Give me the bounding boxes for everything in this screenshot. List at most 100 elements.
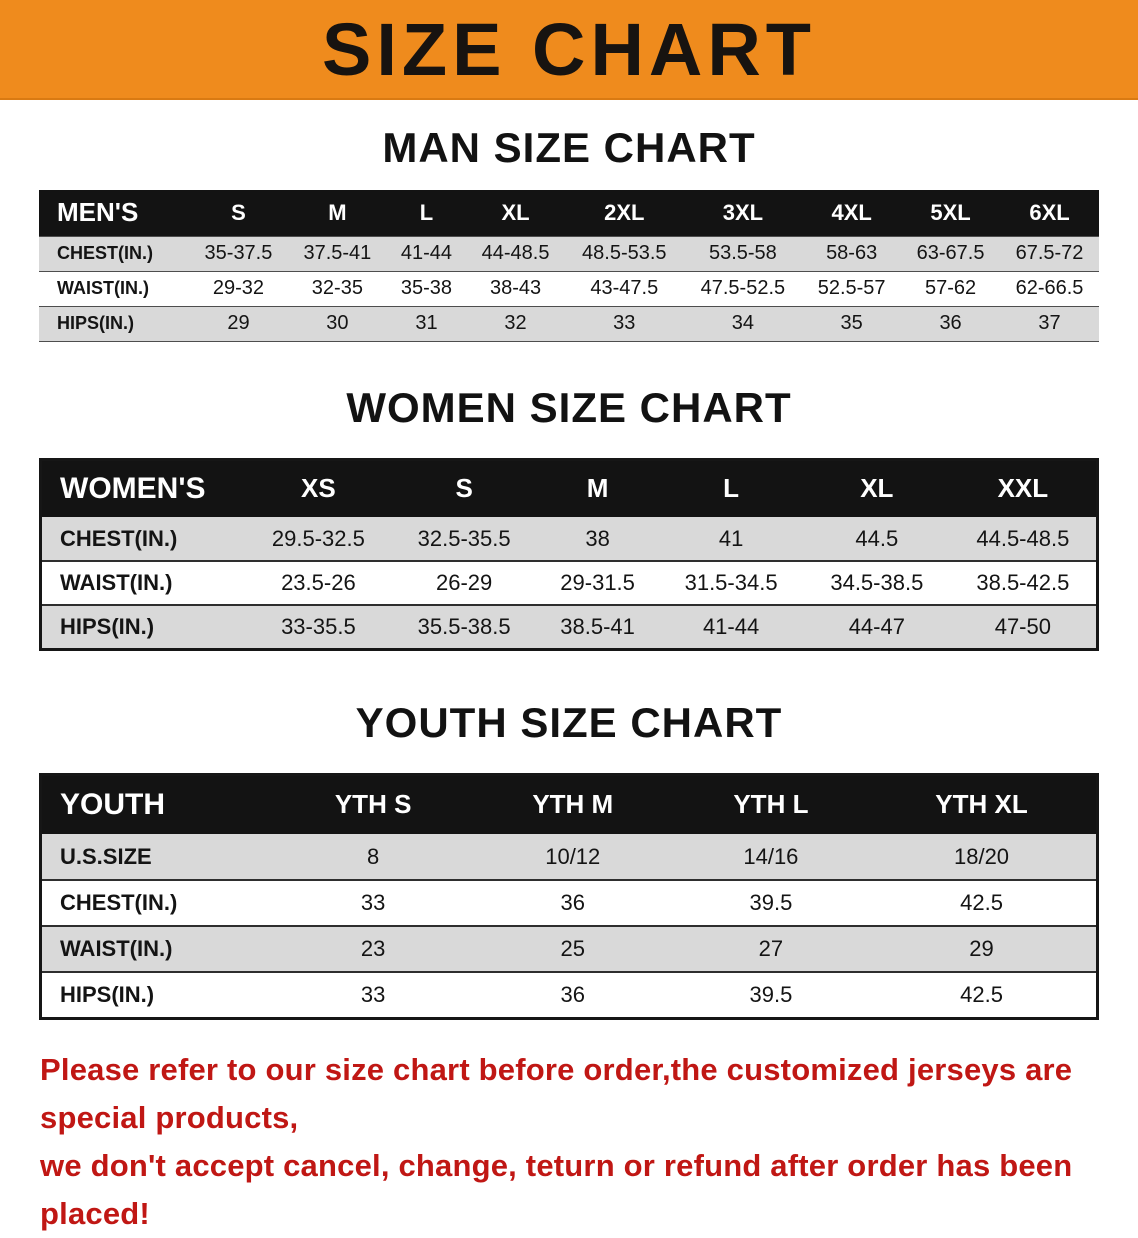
disclaimer-note: Please refer to our size chart before or…: [40, 1046, 1098, 1238]
row-label-cell: WAIST(IN.): [40, 561, 246, 606]
size-value-cell: 29.5-32.5: [245, 517, 392, 562]
women-size-table: WOMEN'S XS S M L XL XXL CHEST(IN.) 29.5-32.5 32.5…: [39, 457, 1099, 651]
size-value-cell: 41-44: [386, 235, 467, 272]
size-column-header: L: [419, 199, 434, 225]
disclaimer-line-2: we don't accept cancel, change, teturn o…: [40, 1147, 1073, 1231]
size-value-cell: 36: [470, 972, 675, 1019]
size-value-cell: 31.5-34.5: [658, 561, 804, 606]
size-value-cell: 36: [470, 880, 675, 927]
size-value-cell: 29-31.5: [537, 561, 659, 606]
youth-size-chart-heading: YOUTH SIZE CHART: [355, 698, 783, 746]
size-value-cell: 41: [658, 517, 804, 562]
size-value-cell: 33: [275, 880, 471, 927]
size-value-cell: 39.5: [674, 972, 868, 1019]
table-title-cell: MEN'S: [57, 197, 139, 228]
size-column-header: YTH XL: [935, 789, 1028, 820]
size-value-cell: 31: [386, 305, 467, 342]
size-value-cell: 32: [466, 305, 565, 342]
row-label-cell: HIPS(IN.): [40, 605, 246, 650]
size-column-header: 5XL: [930, 199, 971, 225]
size-value-cell: 38.5-41: [537, 605, 659, 650]
men-size-table: MEN'S S M L XL 2XL 3XL 4XL 5XL 6XL CHEST(IN.) 35-37…: [39, 190, 1099, 342]
size-value-cell: 32.5-35.5: [391, 517, 537, 562]
size-value-cell: 37.5-41: [287, 235, 387, 272]
size-value-cell: 44.5: [803, 517, 950, 562]
size-value-cell: 34: [683, 305, 803, 342]
table-header-row: WOMEN'S XS S M L XL XXL: [40, 459, 1098, 517]
measurement-row: HIPS(IN.) 33 36 39.5 42.5: [40, 972, 1098, 1019]
size-value-cell: 58-63: [802, 235, 902, 272]
table-title-cell: WOMEN'S: [60, 471, 206, 505]
youth-size-table: YOUTH YTH S YTH M YTH L YTH XL U.S.SIZE 8 10/12…: [39, 772, 1099, 1020]
measurement-row: WAIST(IN.) 29-32 32-35 35-38 38-43 43-47.5 47.…: [39, 270, 1099, 307]
size-value-cell: 30: [287, 305, 387, 342]
size-value-cell: 23: [275, 926, 471, 973]
size-value-cell: 27: [674, 926, 868, 973]
size-value-cell: 34.5-38.5: [803, 561, 950, 606]
measurement-row: HIPS(IN.) 33-35.5 35.5-38.5 38.5-41 41-44 44-…: [40, 605, 1098, 650]
size-column-header: YTH S: [334, 789, 412, 820]
table-title-cell: YOUTH: [60, 787, 165, 821]
size-column-header: S: [455, 473, 473, 504]
women-size-section: WOMEN SIZE CHART WOMEN'S XS S M L XL XXL CHEST(…: [0, 384, 1138, 651]
size-value-cell: 44-47: [803, 605, 950, 650]
size-value-cell: 39.5: [674, 880, 868, 927]
size-value-cell: 36: [901, 305, 1001, 342]
size-value-cell: 23.5-26: [245, 561, 392, 606]
size-value-cell: 44.5-48.5: [949, 517, 1098, 562]
size-value-cell: 42.5: [867, 880, 1098, 927]
measurement-row: WAIST(IN.) 23.5-26 26-29 29-31.5 31.5-34.5 34…: [40, 561, 1098, 606]
size-value-cell: 26-29: [391, 561, 537, 606]
row-label-cell: U.S.SIZE: [40, 834, 276, 881]
row-label-cell: CHEST(IN.): [40, 880, 276, 927]
size-value-cell: 35-38: [386, 270, 467, 307]
size-value-cell: 44-48.5: [466, 235, 565, 272]
size-column-header: M: [586, 473, 609, 504]
row-label-cell: WAIST(IN.): [39, 270, 189, 307]
size-value-cell: 43-47.5: [565, 270, 684, 307]
size-value-cell: 8: [275, 834, 471, 881]
size-value-cell: 29: [867, 926, 1098, 973]
size-value-cell: 18/20: [867, 834, 1098, 881]
youth-size-section: YOUTH SIZE CHART YOUTH YTH S YTH M YTH L YTH…: [0, 699, 1138, 1020]
size-value-cell: 37: [1000, 305, 1099, 342]
size-value-cell: 42.5: [867, 972, 1098, 1019]
size-value-cell: 52.5-57: [802, 270, 902, 307]
size-value-cell: 35.5-38.5: [391, 605, 537, 650]
size-column-header: 3XL: [722, 199, 764, 225]
size-value-cell: 33-35.5: [245, 605, 392, 650]
disclaimer-line-1: Please refer to our size chart before or…: [40, 1051, 1073, 1135]
size-value-cell: 33: [275, 972, 471, 1019]
table-header-row: MEN'S S M L XL 2XL 3XL 4XL 5XL 6XL: [39, 190, 1099, 236]
measurement-row: HIPS(IN.) 29 30 31 32 33 34 35 36 37: [39, 305, 1099, 342]
women-size-chart-heading: WOMEN SIZE CHART: [346, 383, 792, 431]
measurement-row: CHEST(IN.) 35-37.5 37.5-41 41-44 44-48.5 48.5…: [39, 235, 1099, 272]
measurement-row: CHEST(IN.) 33 36 39.5 42.5: [40, 880, 1098, 927]
size-chart-title: SIZE CHART: [322, 7, 816, 91]
measurement-row: WAIST(IN.) 23 25 27 29: [40, 926, 1098, 973]
size-value-cell: 14/16: [674, 834, 868, 881]
size-column-header: L: [723, 473, 740, 504]
size-column-header: YTH L: [733, 789, 809, 820]
size-column-header: M: [328, 199, 347, 225]
size-value-cell: 35: [802, 305, 902, 342]
size-chart-banner: SIZE CHART: [0, 0, 1138, 100]
measurement-row: CHEST(IN.) 29.5-32.5 32.5-35.5 38 41 44.5 44.5…: [40, 517, 1098, 562]
size-value-cell: 41-44: [658, 605, 804, 650]
size-value-cell: 32-35: [287, 270, 387, 307]
size-column-header: YTH M: [532, 789, 614, 820]
row-label-cell: WAIST(IN.): [40, 926, 276, 973]
size-column-header: XXL: [997, 473, 1049, 504]
size-value-cell: 48.5-53.5: [565, 235, 684, 272]
size-value-cell: 62-66.5: [1000, 270, 1099, 307]
size-column-header: XS: [301, 473, 336, 504]
row-label-cell: CHEST(IN.): [40, 517, 246, 562]
man-size-chart-heading: MAN SIZE CHART: [382, 124, 756, 171]
size-value-cell: 57-62: [901, 270, 1001, 307]
size-column-header: XL: [860, 473, 894, 504]
size-column-header: 6XL: [1029, 199, 1070, 225]
size-value-cell: 67.5-72: [1000, 235, 1099, 272]
size-value-cell: 29-32: [189, 270, 288, 307]
size-value-cell: 33: [565, 305, 684, 342]
size-value-cell: 29: [189, 305, 288, 342]
